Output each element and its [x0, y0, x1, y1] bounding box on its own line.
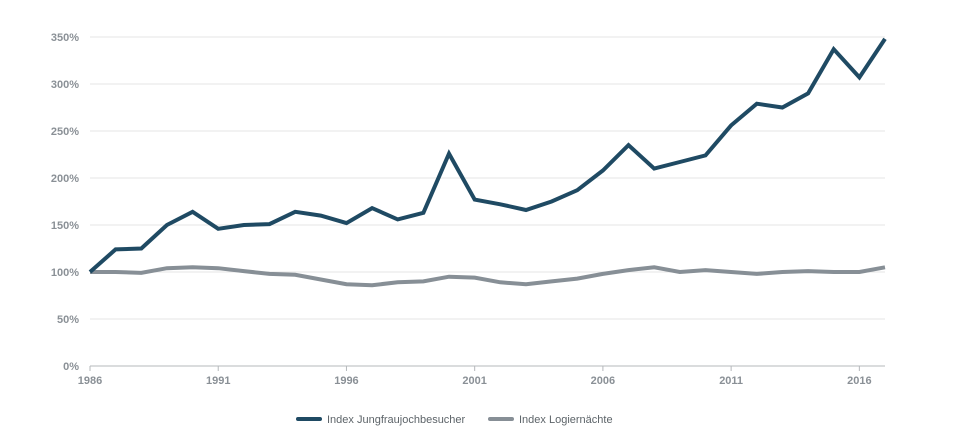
x-tick-label: 2016 [847, 375, 871, 387]
legend-label: Index Logiernächte [519, 414, 613, 426]
y-tick-label: 300% [51, 79, 79, 91]
x-tick-label: 2011 [719, 375, 743, 387]
legend: Index Jungfraujochbesucher Index Logiernä… [296, 414, 613, 426]
x-tick-label: 1986 [78, 375, 102, 387]
y-tick-label: 200% [51, 173, 79, 185]
y-tick-label: 0% [63, 361, 79, 373]
x-tick-label: 2001 [462, 375, 486, 387]
y-tick-label: 100% [51, 267, 79, 279]
y-tick-label: 150% [51, 220, 79, 232]
series-line-0 [88, 37, 887, 274]
y-tick-label: 250% [51, 126, 79, 138]
y-tick-label: 50% [57, 314, 79, 326]
axes: 0% 50% 100% 150% 200% 250% 300% 350% 1986 1991 199… [51, 32, 885, 387]
y-tick-label: 350% [51, 32, 79, 44]
x-tick-label: 1996 [334, 375, 358, 387]
series-line-1 [90, 265, 886, 288]
gridlines [90, 36, 885, 320]
legend-item-1: Index Logiernächte [488, 414, 613, 426]
x-tick-label: 2006 [591, 375, 615, 387]
legend-item-0: Index Jungfraujochbesucher [296, 414, 466, 426]
legend-label: Index Jungfraujochbesucher [327, 414, 466, 426]
series-lines [88, 37, 887, 288]
x-tick-label: 1991 [206, 375, 230, 387]
